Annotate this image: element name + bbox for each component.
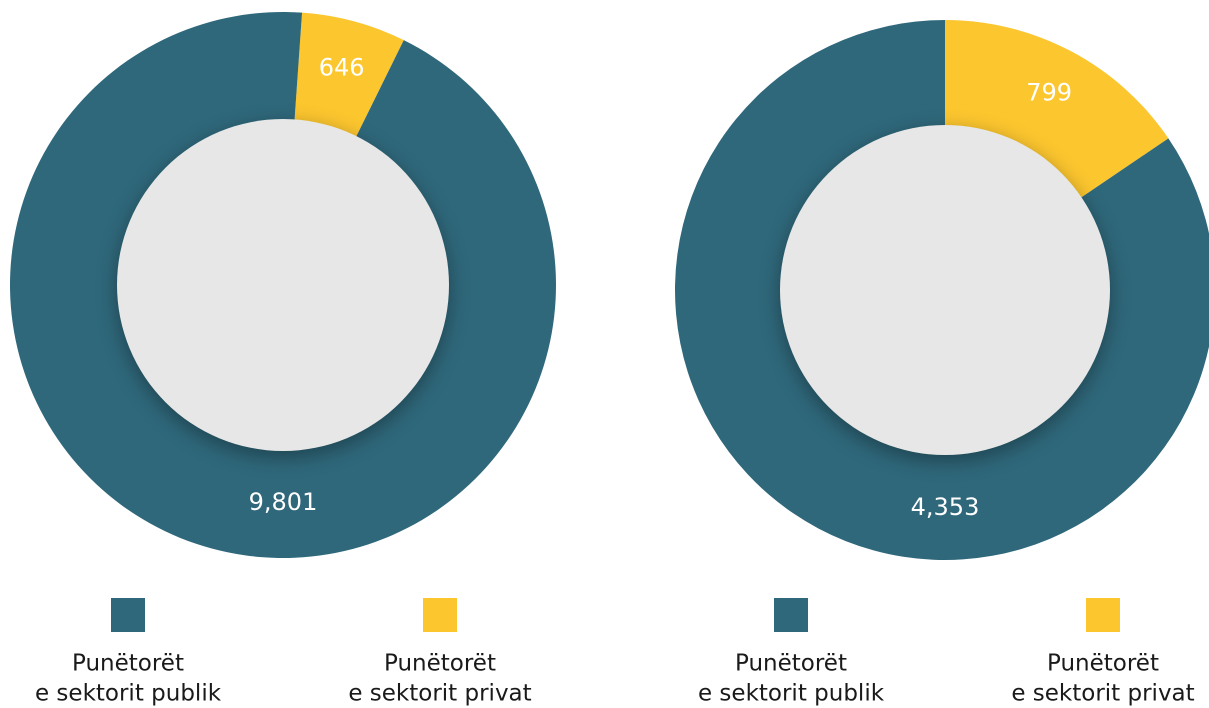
legend-swatch [774,598,808,632]
legend-swatch [1086,598,1120,632]
value-label: 646 [319,53,365,81]
legend-label: Punëtorët [1047,651,1159,677]
donut-hole [117,119,449,451]
legend-label: Punëtorët [735,651,847,677]
legend-label: e sektorit publik [35,681,222,707]
legend-label: Punëtorët [384,651,496,677]
legend-label: Punëtorët [72,651,184,677]
value-label: 4,353 [911,493,980,521]
legend-label: e sektorit privat [348,681,531,707]
value-label: 799 [1026,78,1072,106]
legend-label: e sektorit privat [1011,681,1194,707]
value-label: 9,801 [249,488,318,516]
donut-hole [780,125,1110,455]
legend-swatch [423,598,457,632]
legend-swatch [111,598,145,632]
legend-label: e sektorit publik [698,681,885,707]
